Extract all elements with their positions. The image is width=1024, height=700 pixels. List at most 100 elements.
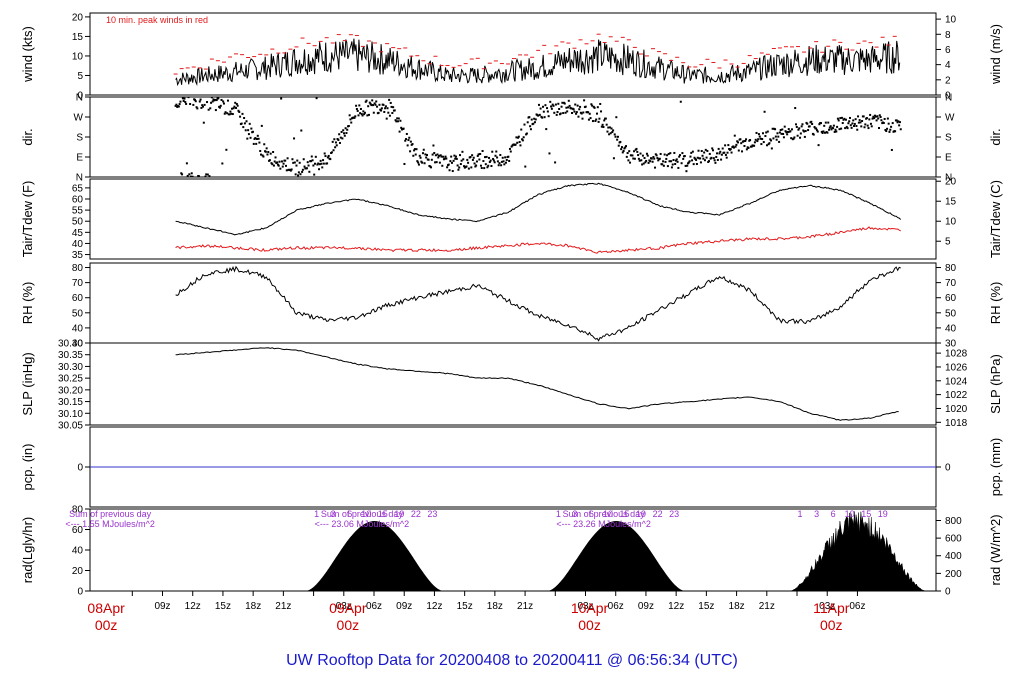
dir-point <box>777 135 780 138</box>
dir-point <box>224 111 227 114</box>
dir-point <box>405 138 408 141</box>
dir-point <box>784 130 787 133</box>
dir-point <box>332 149 335 152</box>
dir-point <box>895 119 898 122</box>
ytick-label-right-temp: 5 <box>945 237 951 248</box>
dir-point <box>210 97 213 99</box>
dir-point <box>444 155 447 158</box>
time-tick-label: 18z <box>729 601 745 612</box>
dir-point <box>847 122 850 125</box>
ytick-label-left-rh: 30 <box>72 339 84 350</box>
dir-point <box>397 117 400 120</box>
dir-point <box>254 137 257 140</box>
dir-point <box>521 139 524 142</box>
dir-point <box>681 152 684 155</box>
dir-point <box>225 148 228 151</box>
dir-point <box>412 154 415 157</box>
date-label-1-day: 08Apr <box>87 600 125 616</box>
dir-point <box>670 166 673 169</box>
time-tick-label: 18z <box>245 601 261 612</box>
dir-point <box>668 160 671 163</box>
dir-point <box>786 133 789 136</box>
dir-point <box>184 101 187 104</box>
dir-point <box>387 111 390 114</box>
dir-point <box>189 103 192 106</box>
dir-point <box>198 100 201 103</box>
rad-annotation-2-line2: <--- 23.06 MJoules/m^2 <box>315 519 410 529</box>
dir-point <box>509 150 512 153</box>
dir-point <box>878 114 881 117</box>
dir-point <box>706 149 709 152</box>
panel-wind-frame <box>89 12 937 96</box>
dir-point <box>806 122 809 125</box>
dir-point <box>222 100 225 103</box>
dir-point <box>602 126 605 129</box>
dir-point <box>844 127 847 130</box>
dir-point <box>542 105 545 108</box>
dir-point <box>459 163 462 166</box>
dir-point <box>695 163 698 166</box>
dir-point <box>471 154 474 157</box>
dir-point <box>197 175 200 177</box>
dir-point <box>887 122 890 125</box>
dir-point <box>499 153 502 156</box>
dir-point <box>787 128 790 131</box>
dir-point <box>863 126 866 129</box>
date-label-3-time: 00z <box>578 617 601 633</box>
dir-point <box>361 114 364 117</box>
dir-point <box>817 144 820 147</box>
dir-point <box>850 126 853 129</box>
dir-point <box>345 132 348 135</box>
dir-point <box>322 162 325 165</box>
dir-point <box>808 125 811 128</box>
dir-point <box>201 104 204 107</box>
dir-point <box>710 156 713 159</box>
dir-point <box>220 98 223 101</box>
dir-point <box>340 130 343 133</box>
dir-point <box>514 143 517 146</box>
dir-point <box>715 155 718 158</box>
dir-point <box>316 163 319 166</box>
dir-point <box>550 105 553 108</box>
dir-point <box>443 157 446 160</box>
dir-point <box>520 128 523 131</box>
time-tick-label: 15z <box>215 601 231 612</box>
dir-point <box>355 108 358 111</box>
dir-point <box>727 144 730 147</box>
dir-point <box>875 119 878 122</box>
dir-point <box>629 161 632 164</box>
dir-point <box>430 166 433 169</box>
dir-point <box>772 137 775 140</box>
dir-point <box>407 139 410 142</box>
dir-point <box>572 108 575 111</box>
dir-point <box>181 173 184 176</box>
dir-point <box>337 138 340 141</box>
ytick-label-right-wind: 6 <box>945 45 951 56</box>
dir-point <box>516 141 519 144</box>
dir-point <box>652 156 655 159</box>
dir-point <box>482 160 485 163</box>
dir-point <box>530 118 533 121</box>
dir-point <box>774 135 777 138</box>
dir-point <box>725 156 728 159</box>
dir-point <box>829 125 832 128</box>
time-tick-label: 15z <box>457 601 473 612</box>
dir-point <box>317 162 320 165</box>
dir-point <box>434 161 437 164</box>
dir-point <box>248 122 251 125</box>
dir-point <box>876 115 879 118</box>
dir-point <box>679 100 682 103</box>
dir-point <box>490 165 493 168</box>
ytick-label-left-pcp: 0 <box>77 463 83 474</box>
dir-point <box>717 147 720 150</box>
dir-point <box>803 135 806 138</box>
dir-point <box>300 129 303 132</box>
dir-point <box>297 171 300 174</box>
ytick-label-right-temp: 10 <box>945 217 957 228</box>
data-temp <box>175 182 902 254</box>
dir-point <box>600 125 603 128</box>
dir-point <box>780 132 783 135</box>
ylabel-left-dir: dir. <box>20 128 35 145</box>
dir-point <box>872 115 875 118</box>
dir-point <box>721 147 724 150</box>
